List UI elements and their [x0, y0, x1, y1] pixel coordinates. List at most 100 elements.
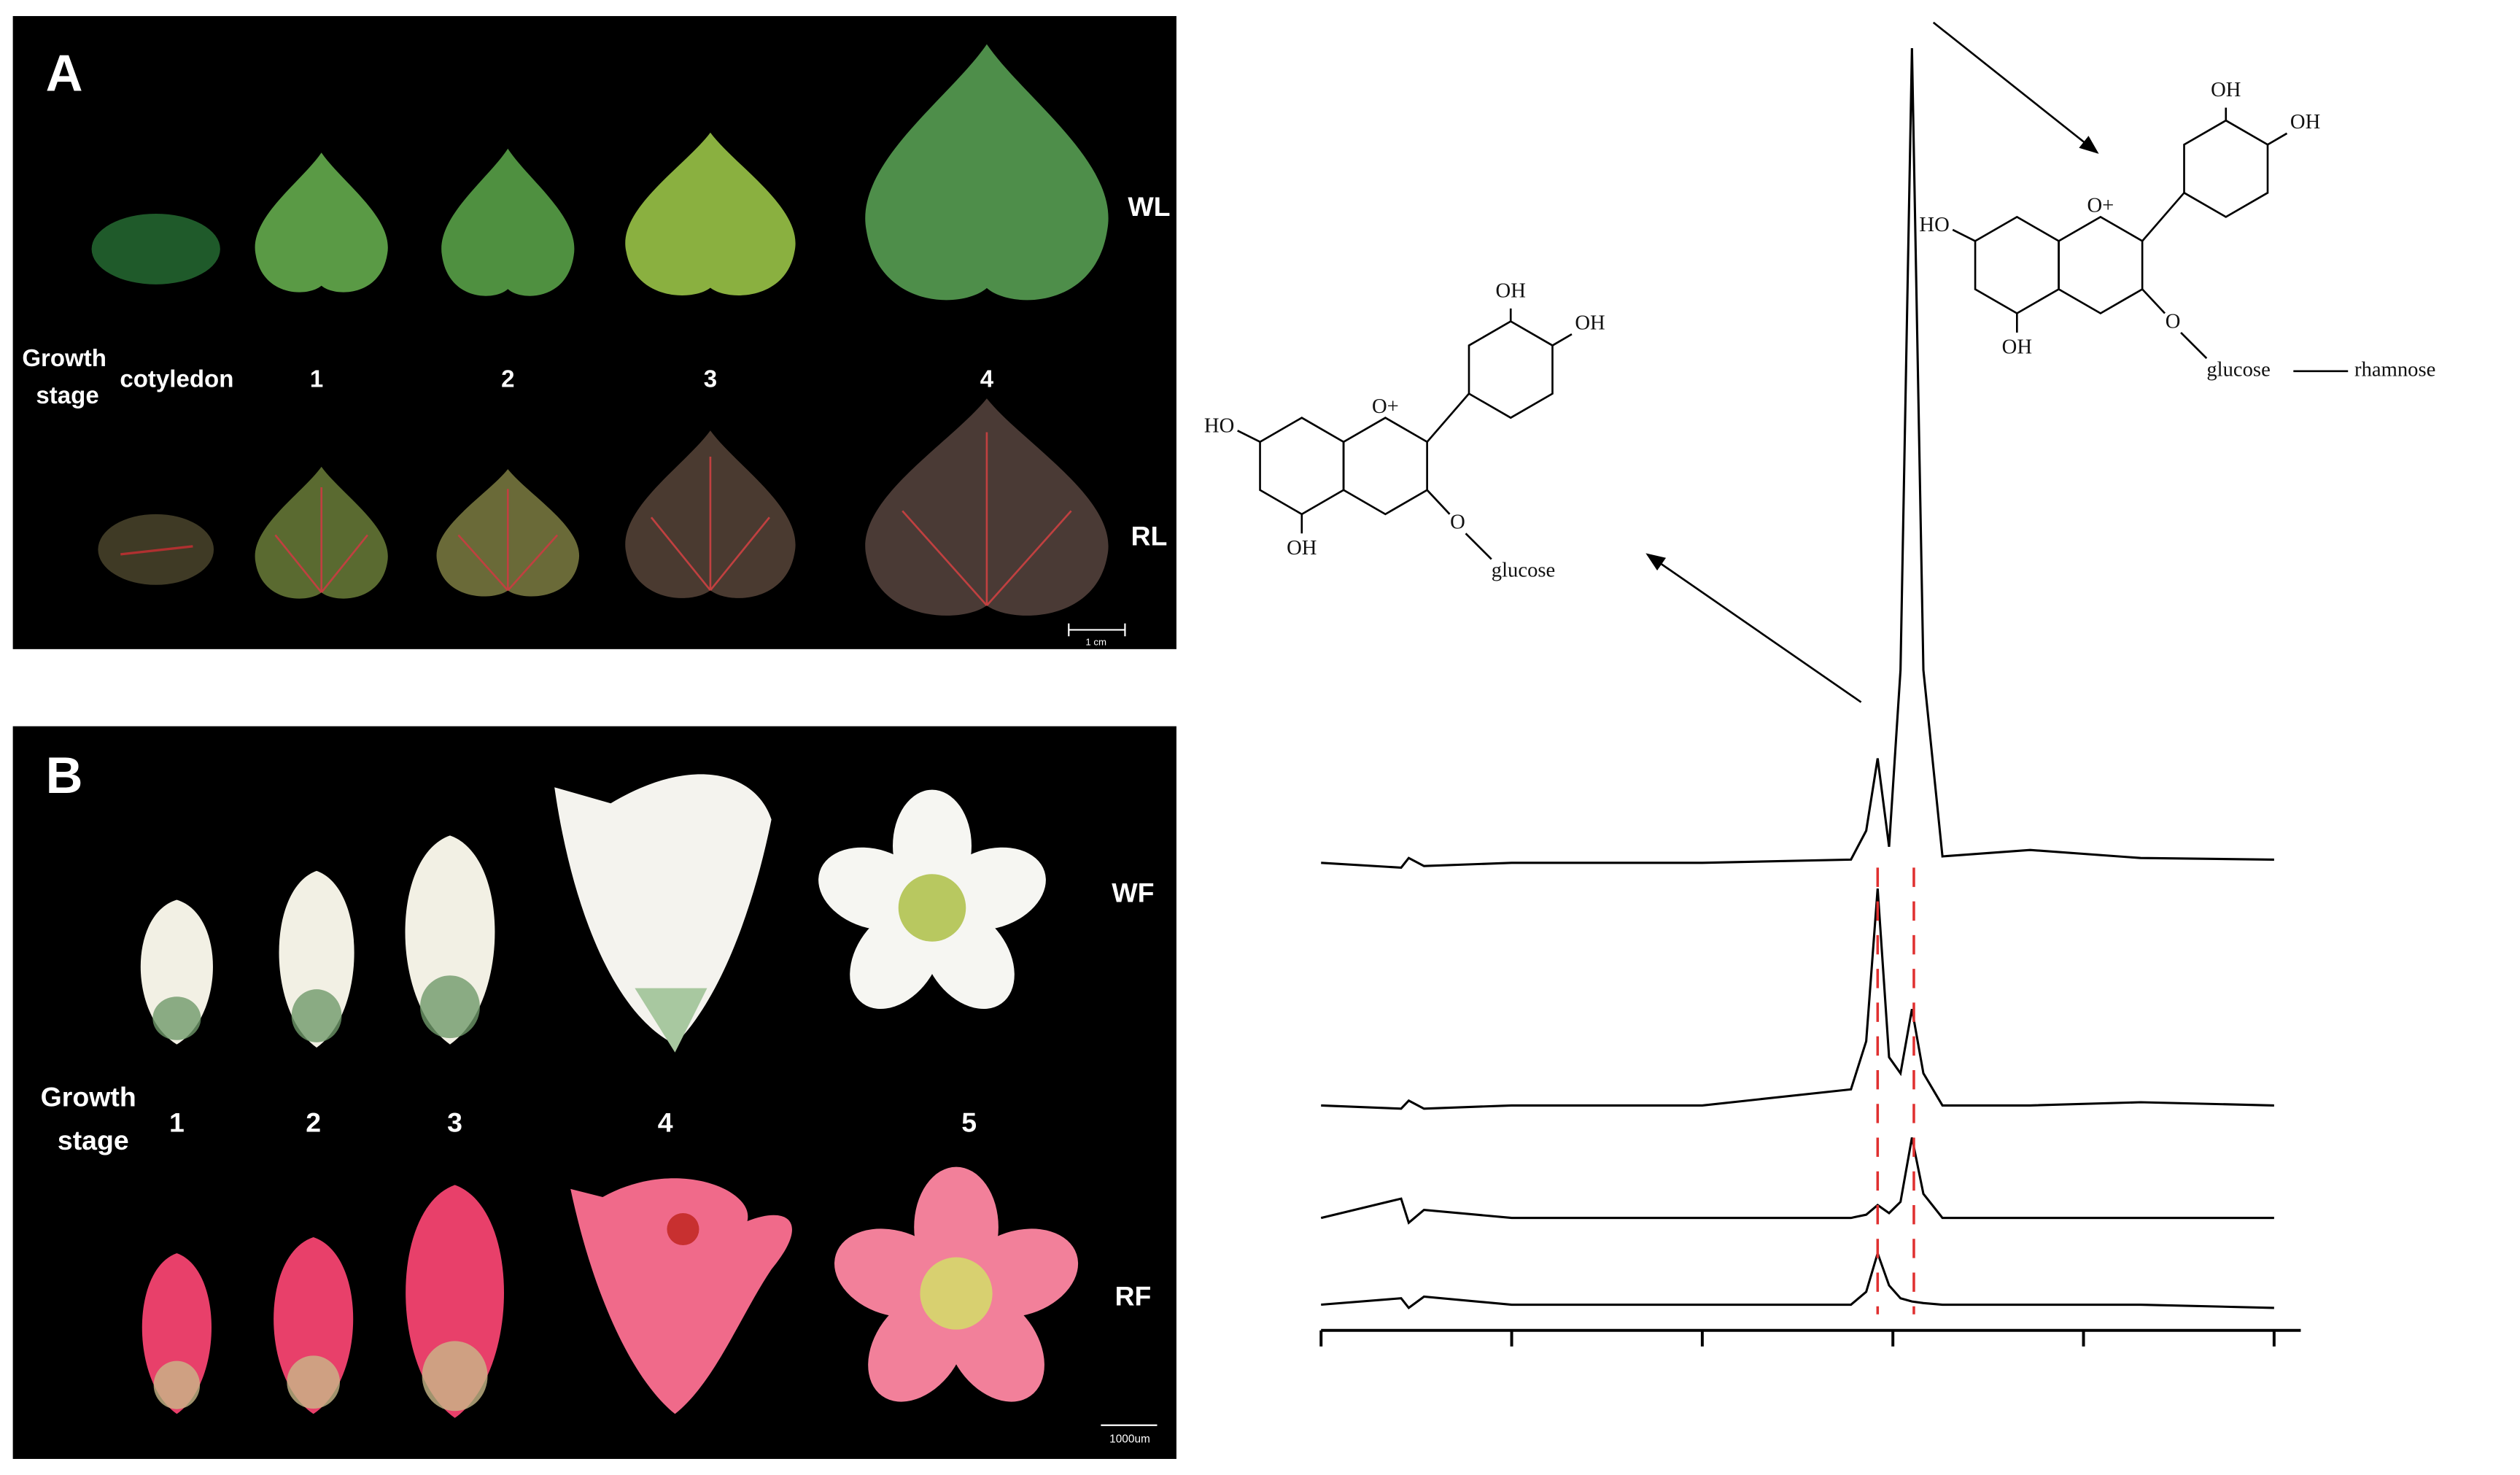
- scale-bar: [1068, 623, 1126, 637]
- label: 2: [306, 1107, 321, 1138]
- trace-label: WF: [1508, 1174, 1554, 1207]
- atom-label: O: [1450, 511, 1465, 534]
- label: 1 cm: [1085, 637, 1106, 648]
- trace: [1321, 1250, 2274, 1310]
- atom-label: OH: [2002, 336, 2032, 359]
- x-tick-label: 15: [1873, 1369, 1912, 1409]
- bud-base: [153, 1360, 201, 1409]
- label: cotyledon: [120, 366, 233, 393]
- open-flower: [554, 774, 772, 1045]
- leaf: [441, 148, 575, 296]
- arrow: [1932, 21, 2099, 154]
- atom-label: glucose: [1492, 559, 1555, 582]
- trace: [1321, 48, 2274, 869]
- trace: [1320, 1137, 2274, 1225]
- label: 1: [310, 366, 323, 393]
- label: B: [46, 746, 83, 804]
- bond: [2267, 132, 2288, 146]
- trace: [1321, 888, 2274, 1110]
- ring: [1468, 320, 1554, 419]
- bond: [1237, 430, 1261, 443]
- bud-base: [287, 1355, 341, 1409]
- peak-label: 1: [1869, 711, 1887, 747]
- label: RF: [1114, 1281, 1151, 1312]
- leaf: [255, 152, 388, 293]
- atom-label: OH: [2290, 110, 2320, 133]
- peak-label: 2: [1903, 9, 1921, 44]
- atom-label: O: [2166, 309, 2181, 333]
- open-flower: [570, 1178, 792, 1414]
- label: Growth: [41, 1081, 136, 1112]
- label: A: [46, 44, 83, 101]
- bud-base: [291, 989, 342, 1042]
- label: stage: [36, 382, 98, 409]
- arrow: [1645, 553, 1862, 703]
- leaf: [865, 44, 1109, 301]
- trace-label: RF: [1511, 819, 1550, 851]
- ring: [2183, 119, 2269, 218]
- label: 2: [501, 366, 514, 393]
- ring: [1342, 417, 1428, 516]
- label: 1: [169, 1107, 185, 1138]
- x-tick-label: 25: [2255, 1369, 2294, 1409]
- compound-name: Cyanidin 3-O-rutinoside: [2063, 434, 2373, 465]
- atom-label: rhamnose: [2354, 357, 2435, 381]
- x-tick-label: 20: [2064, 1369, 2104, 1409]
- atom-label: HO: [1919, 213, 1949, 236]
- bond: [1551, 333, 1573, 347]
- leaf-vein: [650, 456, 770, 591]
- label: C: [1232, 44, 1269, 101]
- atom-label: OH: [1575, 311, 1605, 335]
- label: 4: [980, 366, 994, 393]
- atom-label: OH: [1496, 279, 1526, 302]
- bud-base: [152, 996, 201, 1040]
- ring: [2058, 215, 2144, 315]
- bond: [1952, 228, 1976, 242]
- cotyledon: [91, 213, 220, 284]
- atom-label: HO: [1204, 414, 1234, 437]
- bond: [1426, 392, 1470, 443]
- bond: [2180, 332, 2208, 360]
- compound-name: Cyanidin 3-O-glucoside: [1366, 201, 1671, 231]
- bud-base: [422, 1341, 488, 1412]
- ring: [1974, 215, 2060, 315]
- leaf-vein: [274, 487, 368, 593]
- bond: [1465, 533, 1492, 560]
- atom-label: OH: [2211, 78, 2241, 101]
- atom-label: O+: [2087, 194, 2114, 217]
- leaf: [625, 132, 796, 295]
- label: 1000um: [1109, 1433, 1150, 1446]
- flower-center: [898, 874, 966, 942]
- bond: [2141, 192, 2185, 242]
- label: Growth: [22, 345, 106, 372]
- flower-center: [920, 1257, 993, 1330]
- x-tick-label: 0: [1311, 1369, 1331, 1409]
- atom-label: glucose: [2206, 357, 2270, 381]
- atom-label: O+: [1372, 395, 1399, 418]
- label: RL: [1131, 521, 1168, 551]
- leaf-vein: [902, 432, 1072, 606]
- atom-label: OH: [1287, 536, 1317, 560]
- label: 3: [447, 1107, 462, 1138]
- x-tick-label: 5: [1502, 1369, 1521, 1409]
- label: 5: [961, 1107, 977, 1138]
- label: 4: [658, 1107, 673, 1138]
- label: 3: [704, 366, 717, 393]
- x-tick-label: 10: [1683, 1369, 1722, 1409]
- label: WF: [1112, 878, 1154, 908]
- leaf-vein: [120, 545, 193, 556]
- x-axis-label: Retention Time (min): [1697, 1420, 2031, 1457]
- leaf-vein: [457, 489, 559, 592]
- label: WL: [1128, 191, 1170, 222]
- label: stage: [58, 1125, 129, 1155]
- ring: [1259, 417, 1345, 516]
- bond: [2141, 288, 2166, 314]
- trace-label: WL: [1508, 1261, 1554, 1293]
- bud-base: [419, 975, 480, 1039]
- open-flower: [635, 988, 707, 1053]
- trace-label: RL: [1511, 1062, 1550, 1094]
